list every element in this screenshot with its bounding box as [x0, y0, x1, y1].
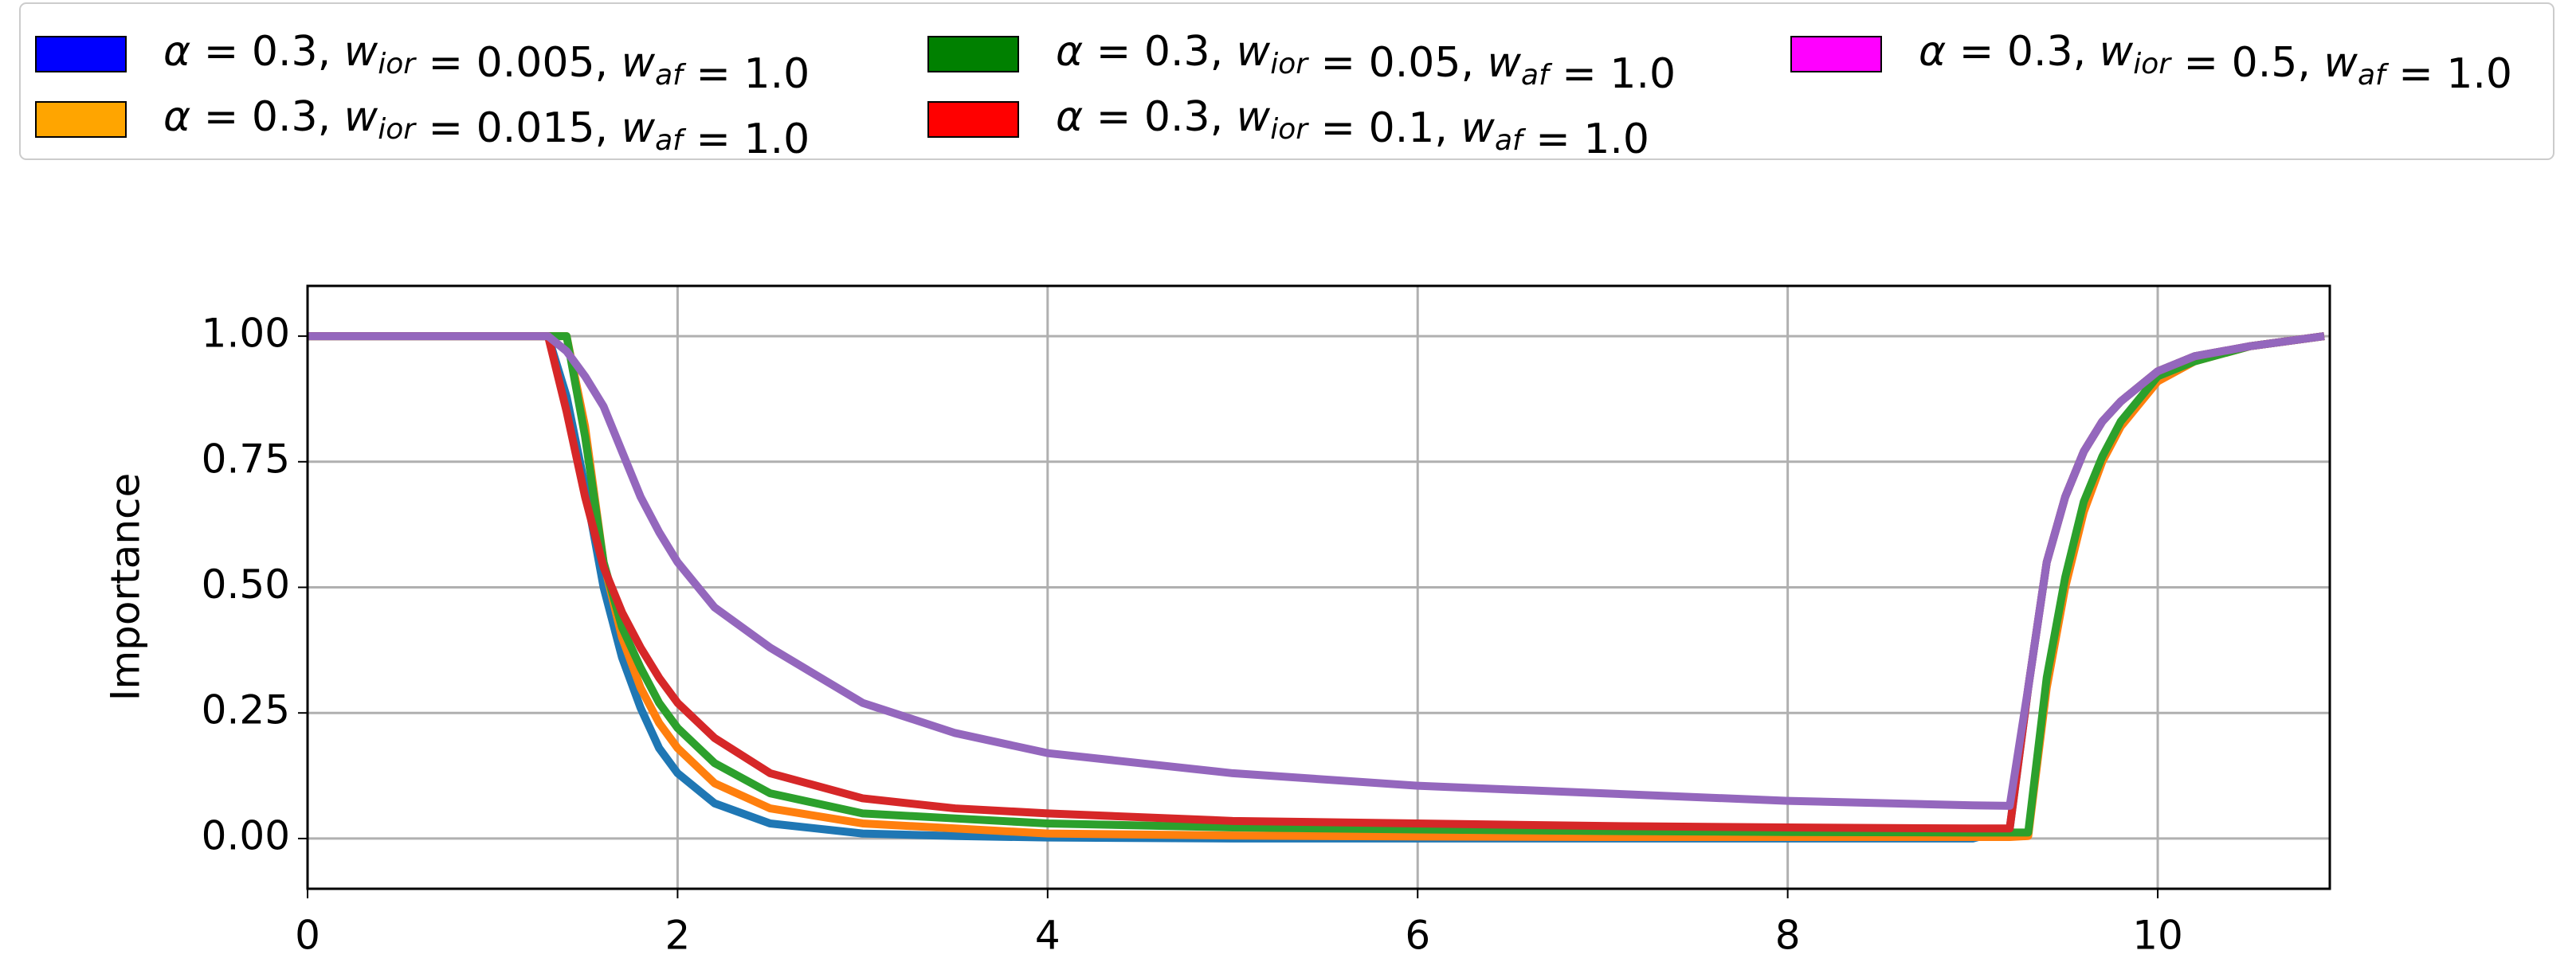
series-line [308, 332, 2325, 837]
legend-text: = 1.0 [2386, 50, 2512, 98]
legend-text: = 0.3, [190, 28, 343, 76]
series-line [308, 332, 2325, 810]
legend-label: α = 0.3, wior = 0.5, waf = 1.0 [1919, 28, 2512, 98]
legend-subscript: ior [1270, 113, 1309, 146]
legend-label: α = 0.3, wior = 0.1, waf = 1.0 [1056, 93, 1649, 163]
legend-label: α = 0.3, wior = 0.005, waf = 1.0 [163, 28, 810, 98]
legend-subscript: ior [1270, 48, 1309, 80]
legend-subscript: af [655, 59, 687, 92]
x-tick-label: 8 [1775, 913, 1801, 959]
legend-subscript: ior [378, 48, 417, 80]
legend-subscript: ior [378, 113, 417, 146]
legend-symbol: w [1237, 93, 1271, 141]
legend-text: = 0.3, [1083, 28, 1236, 76]
x-tick-label: 0 [295, 913, 320, 959]
legend-symbol: w [344, 28, 378, 76]
y-tick-label: 0.50 [202, 561, 290, 608]
legend-subscript: af [1495, 124, 1527, 157]
legend-box [19, 2, 2554, 160]
legend-symbol: w [621, 104, 656, 152]
plot-frame [306, 284, 2331, 890]
legend-swatch [927, 36, 1019, 72]
legend-symbol: w [1488, 39, 1522, 87]
legend-swatch [1790, 36, 1882, 72]
y-tick-label: 1.00 [202, 311, 290, 357]
legend-subscript: ior [2133, 48, 2172, 80]
legend-text: = 0.1, [1308, 104, 1461, 152]
legend-text: = 1.0 [1549, 50, 1676, 98]
legend-symbol: α [1056, 93, 1083, 141]
legend-subscript: af [1521, 59, 1553, 92]
legend-symbol: w [1237, 28, 1271, 76]
y-tick-label: 0.75 [202, 436, 290, 482]
x-tick-label: 10 [2132, 913, 2183, 959]
legend-symbol: w [2323, 39, 2358, 87]
legend-subscript: af [655, 124, 687, 157]
legend-symbol: α [1919, 28, 1946, 76]
y-tick-label: 0.25 [202, 687, 290, 733]
legend-swatch [927, 101, 1019, 138]
legend-symbol: w [621, 39, 656, 87]
legend-symbol: w [1461, 104, 1495, 152]
y-tick-label: 0.00 [202, 812, 290, 859]
x-tick-label: 4 [1035, 913, 1061, 959]
legend-subscript: af [2358, 59, 2390, 92]
legend-symbol: α [163, 28, 190, 76]
legend-swatch [35, 101, 127, 138]
legend-symbol: w [344, 93, 378, 141]
legend-label: α = 0.3, wior = 0.05, waf = 1.0 [1056, 28, 1676, 98]
legend-text: = 0.3, [1083, 93, 1236, 141]
legend-text: = 1.0 [683, 50, 810, 98]
legend-text: = 1.0 [683, 115, 810, 163]
legend-symbol: α [163, 93, 190, 141]
legend-text: = 0.3, [190, 93, 343, 141]
legend-text: = 0.015, [415, 104, 621, 152]
legend-swatch [35, 36, 127, 72]
legend-text: = 0.005, [415, 39, 621, 87]
x-tick-label: 2 [665, 913, 691, 959]
legend-text: = 0.05, [1308, 39, 1487, 87]
legend-label: α = 0.3, wior = 0.015, waf = 1.0 [163, 93, 810, 163]
legend-text: = 0.5, [2170, 39, 2323, 87]
legend-symbol: α [1056, 28, 1083, 76]
legend-text: = 1.0 [1523, 115, 1649, 163]
legend-symbol: w [2100, 28, 2134, 76]
y-axis-label: Importance [103, 473, 149, 702]
x-tick-label: 6 [1405, 913, 1430, 959]
legend-text: = 0.3, [1946, 28, 2099, 76]
